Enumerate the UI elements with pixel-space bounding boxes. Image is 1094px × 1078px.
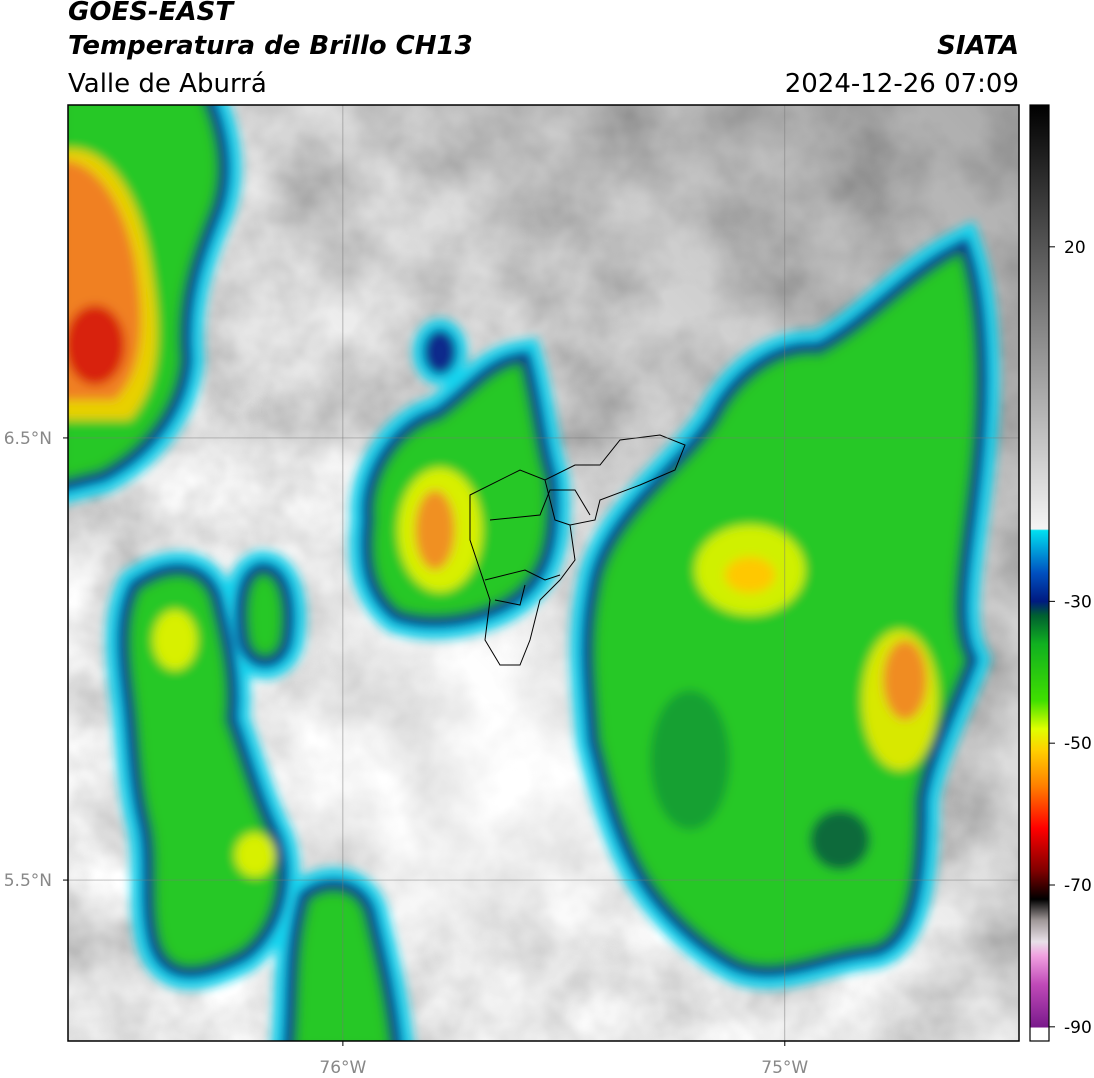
colorbar-label: 20 (1064, 238, 1086, 258)
lon-label: 75°W (761, 1058, 808, 1078)
satellite-image (68, 105, 1019, 1041)
graticule (68, 105, 1019, 1041)
lon-label: 76°W (319, 1058, 366, 1078)
colorbar-label: -70 (1064, 876, 1092, 896)
colorbar-label: -90 (1064, 1018, 1092, 1038)
colorbar-label: -50 (1064, 734, 1092, 754)
subtitle: Temperatura de Brillo CH13 (68, 31, 473, 61)
map-frame (67, 104, 1020, 1042)
lat-label: 6.5°N (4, 429, 52, 449)
colorbar (1029, 104, 1050, 1042)
title: GOES-EAST (68, 0, 235, 27)
source: SIATA (937, 31, 1019, 61)
region: Valle de Aburrá (68, 69, 267, 99)
colorbar-label: -30 (1064, 592, 1092, 612)
lat-label: 5.5°N (4, 871, 52, 891)
valle-aburra-outline (469, 434, 686, 666)
timestamp: 2024-12-26 07:09 (785, 69, 1019, 99)
